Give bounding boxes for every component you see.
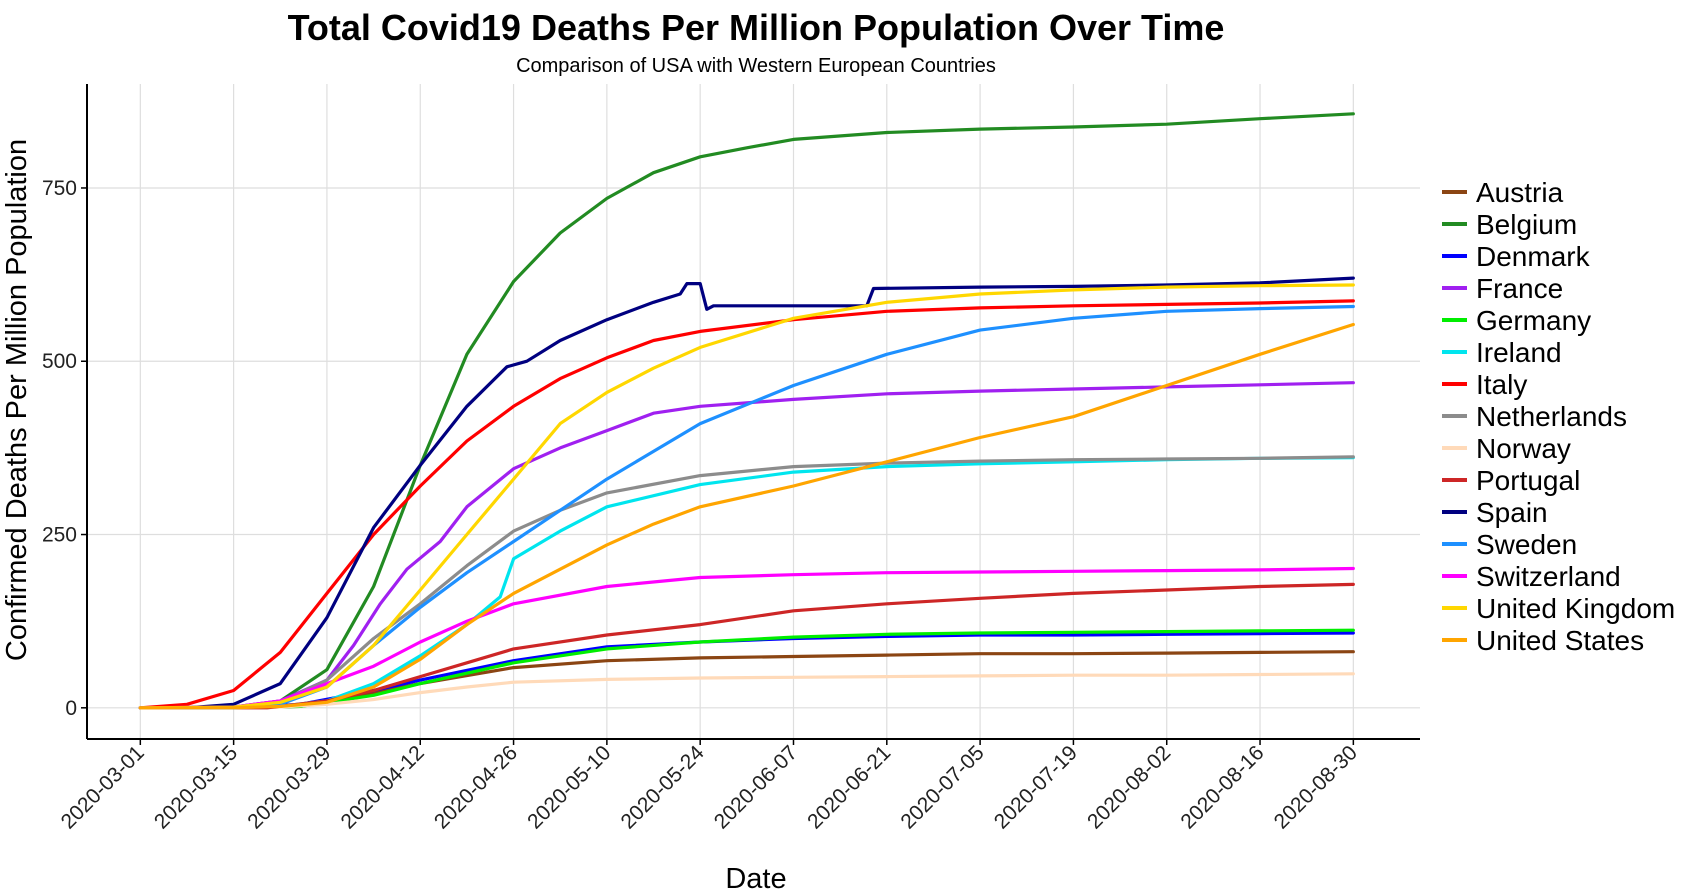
series-line-united-states	[138, 322, 1355, 710]
x-tick-label: 2020-07-19	[990, 741, 1082, 833]
x-tick-label: 2020-08-30	[1270, 741, 1362, 833]
x-tick-label: 2020-04-26	[430, 741, 522, 833]
x-tick-label: 2020-05-10	[523, 741, 615, 833]
series-line-united-kingdom	[138, 283, 1355, 710]
legend-label-germany: Germany	[1476, 305, 1591, 336]
legend-label-austria: Austria	[1476, 177, 1564, 208]
legend-label-netherlands: Netherlands	[1476, 401, 1627, 432]
x-tick-label: 2020-04-12	[337, 741, 429, 833]
legend-label-united-states: United States	[1476, 625, 1644, 656]
legend-label-united-kingdom: United Kingdom	[1476, 593, 1675, 624]
series-line-belgium	[138, 112, 1355, 710]
x-tick-label: 2020-06-21	[803, 741, 895, 833]
x-tick-label: 2020-03-01	[57, 741, 149, 833]
legend-label-spain: Spain	[1476, 497, 1548, 528]
series-line-switzerland	[138, 566, 1355, 710]
legend-label-france: France	[1476, 273, 1563, 304]
x-tick-label: 2020-03-29	[243, 741, 335, 833]
legend-label-switzerland: Switzerland	[1476, 561, 1621, 592]
y-axis-label: Confirmed Deaths Per Million Population	[1, 139, 33, 661]
x-tick-label: 2020-03-15	[150, 741, 242, 833]
series-line-spain	[138, 276, 1355, 710]
series-line-sweden	[138, 304, 1355, 710]
x-tick-label: 2020-07-05	[896, 741, 988, 833]
legend-label-norway: Norway	[1476, 433, 1571, 464]
legend: AustriaBelgiumDenmarkFranceGermanyIrelan…	[1442, 177, 1675, 656]
series-line-denmark	[138, 631, 1355, 710]
legend-label-portugal: Portugal	[1476, 465, 1580, 496]
legend-label-ireland: Ireland	[1476, 337, 1562, 368]
series-line-ireland	[138, 456, 1355, 710]
y-tick-label: 500	[42, 350, 77, 373]
x-tick-label: 2020-08-16	[1176, 741, 1268, 833]
series-lines	[138, 112, 1355, 710]
chart-subtitle: Comparison of USA with Western European …	[516, 55, 996, 77]
x-tick-label: 2020-06-07	[710, 741, 802, 833]
legend-label-belgium: Belgium	[1476, 209, 1577, 240]
chart-title: Total Covid19 Deaths Per Million Populat…	[288, 7, 1225, 48]
y-tick-label: 250	[42, 524, 77, 547]
series-line-france	[138, 381, 1355, 710]
series-line-italy	[138, 299, 1355, 710]
legend-label-sweden: Sweden	[1476, 529, 1577, 560]
y-tick-label: 750	[42, 177, 77, 200]
legend-label-italy: Italy	[1476, 369, 1527, 400]
grid	[87, 84, 1420, 739]
y-tick-label: 0	[65, 697, 77, 720]
x-tick-label: 2020-08-02	[1083, 741, 1175, 833]
series-line-netherlands	[138, 455, 1355, 710]
legend-label-denmark: Denmark	[1476, 241, 1591, 272]
x-tick-label: 2020-05-24	[616, 741, 708, 833]
x-axis-label: Date	[725, 863, 786, 895]
series-line-norway	[138, 672, 1355, 710]
